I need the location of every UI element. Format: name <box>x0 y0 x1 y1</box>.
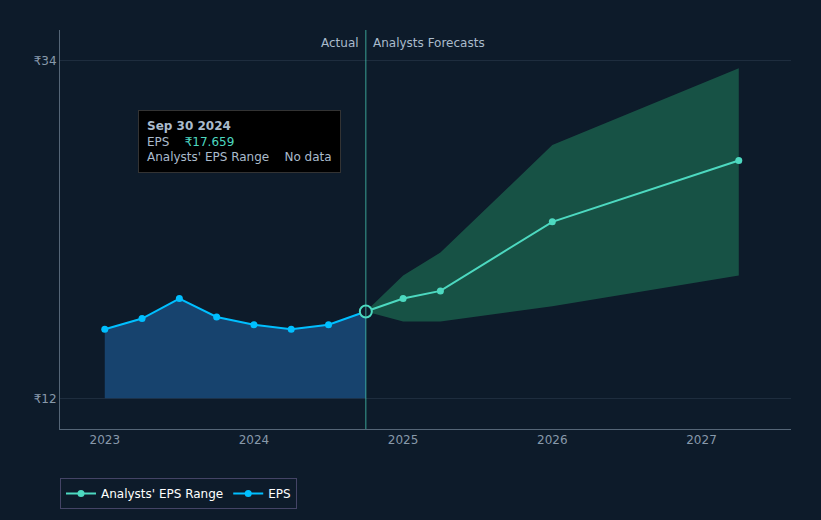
svg-text:Analysts' EPS Range: Analysts' EPS Range <box>101 487 223 501</box>
svg-text:2025: 2025 <box>388 433 419 447</box>
svg-text:₹34: ₹34 <box>34 54 57 68</box>
svg-text:Analysts Forecasts: Analysts Forecasts <box>373 36 485 50</box>
svg-text:Sep 30 2024EPS ₹17.659Analy: Sep 30 2024EPS ₹17.659Analysts' EPS Rang… <box>147 119 332 164</box>
svg-text:₹12: ₹12 <box>34 392 57 406</box>
svg-text:2023: 2023 <box>89 433 120 447</box>
svg-text:2024: 2024 <box>239 433 270 447</box>
svg-text:2026: 2026 <box>537 433 568 447</box>
svg-text:EPS: EPS <box>268 487 290 501</box>
svg-text:2027: 2027 <box>686 433 717 447</box>
svg-text:Actual: Actual <box>321 36 359 50</box>
